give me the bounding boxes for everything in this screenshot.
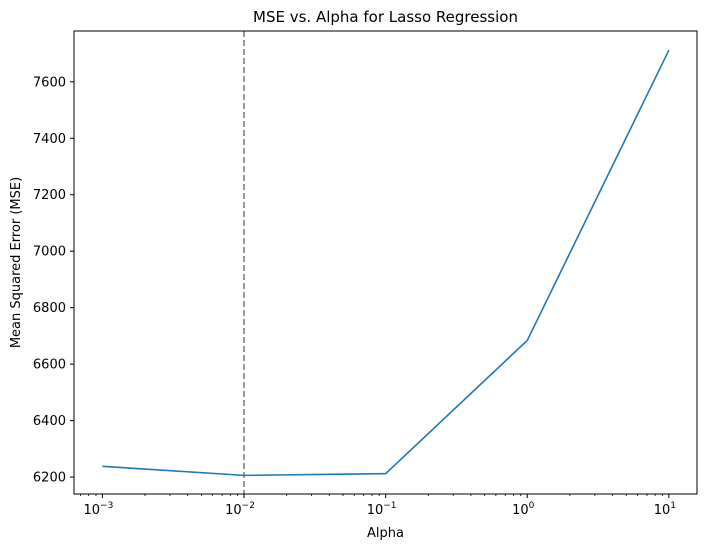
y-tick-label: 6800 (33, 301, 66, 316)
x-tick-label: 10−3 (84, 501, 114, 518)
x-tick-label: 101 (654, 501, 676, 518)
x-tick-label: 10−2 (225, 501, 255, 518)
x-axis-label: Alpha (367, 526, 404, 541)
x-tick-label: 10−1 (367, 501, 397, 518)
plot-area: 10−3 10−2 10−1 100 101 6200 6400 6600 6800 7000 72… (33, 31, 676, 518)
y-tick-label: 6600 (33, 358, 66, 373)
y-tick-label: 7400 (33, 132, 66, 147)
y-tick-label: 6400 (33, 414, 66, 429)
series-line (102, 49, 670, 477)
y-axis-label: Mean Squared Error (MSE) (9, 177, 24, 348)
plot-frame (73, 30, 698, 495)
y-tick-label: 7600 (33, 75, 66, 90)
x-tick-label: 100 (512, 501, 535, 518)
y-tick-label: 6200 (33, 471, 66, 486)
y-tick-label: 7200 (33, 188, 66, 203)
y-tick-label: 7000 (33, 245, 66, 260)
chart-title: MSE vs. Alpha for Lasso Regression (253, 8, 518, 26)
